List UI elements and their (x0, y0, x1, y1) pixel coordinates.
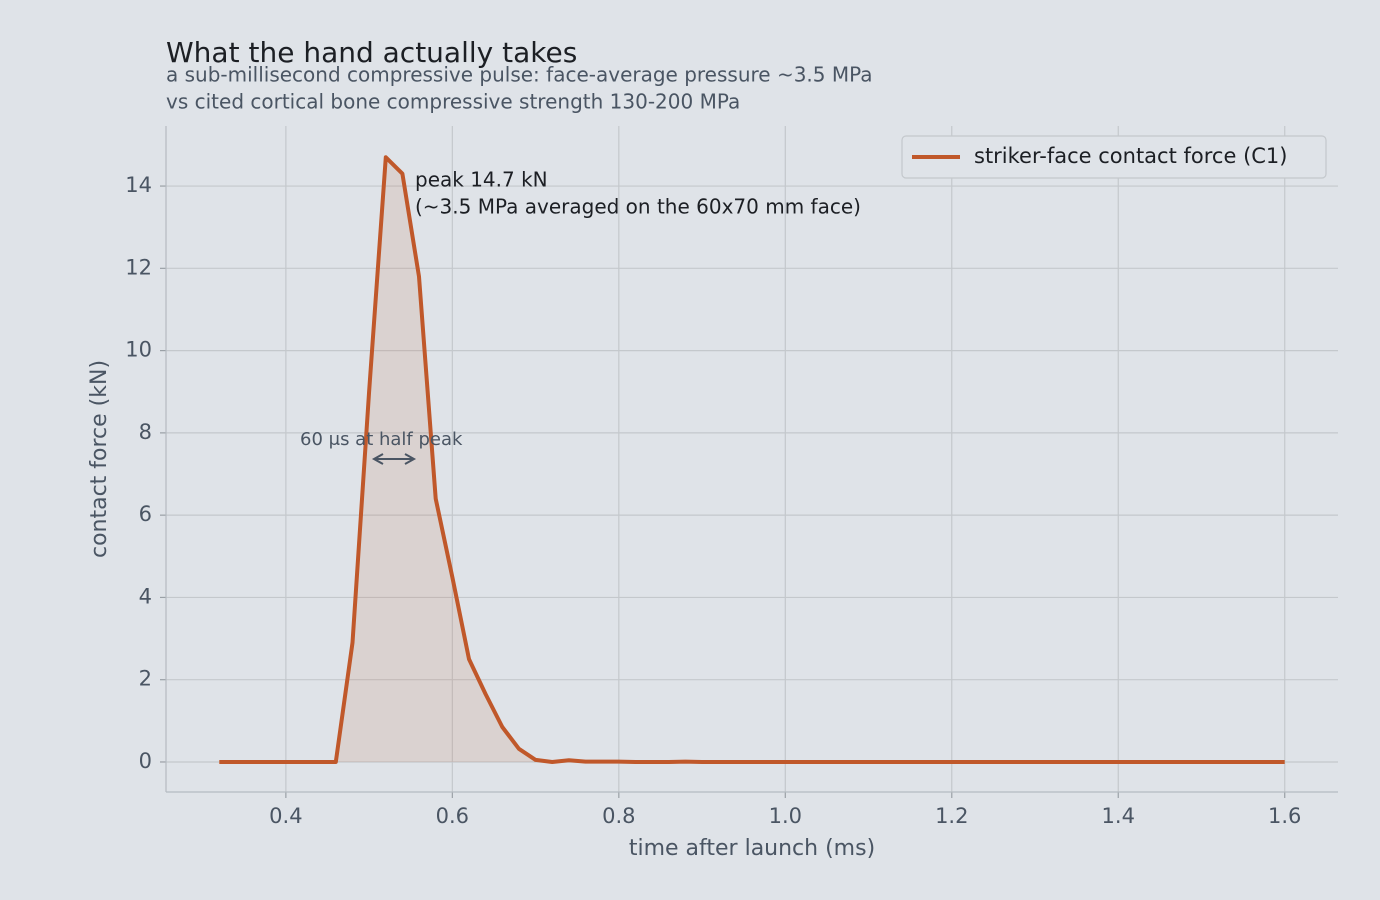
y-tick-label: 10 (125, 338, 152, 362)
legend-label: striker-face contact force (C1) (974, 144, 1287, 168)
x-tick-label: 0.8 (602, 804, 635, 828)
annotation: peak 14.7 kN (415, 168, 548, 192)
y-axis-label: contact force (kN) (87, 360, 112, 558)
chart-title: What the hand actually takes (166, 36, 577, 69)
y-tick-label: 8 (139, 420, 152, 444)
x-tick-label: 1.6 (1268, 804, 1301, 828)
y-tick-label: 6 (139, 502, 152, 526)
x-tick-label: 0.6 (436, 804, 469, 828)
x-axis-label: time after launch (ms) (629, 836, 875, 861)
arrow-head (371, 453, 384, 465)
x-tick-label: 0.4 (269, 804, 302, 828)
x-tick-label: 1.0 (769, 804, 802, 828)
legend: striker-face contact force (C1) (901, 135, 1327, 179)
y-tick-label: 14 (125, 173, 152, 197)
y-tick-label: 4 (139, 584, 152, 608)
x-tick-label: 1.2 (935, 804, 968, 828)
legend-box (901, 135, 1327, 179)
x-tick-label: 1.4 (1102, 804, 1135, 828)
arrow-head (404, 453, 417, 465)
subtitle: a sub-millisecond compressive pulse: fac… (166, 63, 873, 87)
y-tick-label: 12 (125, 255, 152, 279)
line (219, 155, 1285, 764)
y-tick-label: 2 (139, 667, 152, 691)
subtitle: vs cited cortical bone compressive stren… (166, 90, 740, 114)
annotation: (~3.5 MPa averaged on the 60x70 mm face) (415, 195, 861, 219)
y-tick-label: 0 (139, 749, 152, 773)
annotation: 60 μs at half peak (300, 429, 463, 450)
